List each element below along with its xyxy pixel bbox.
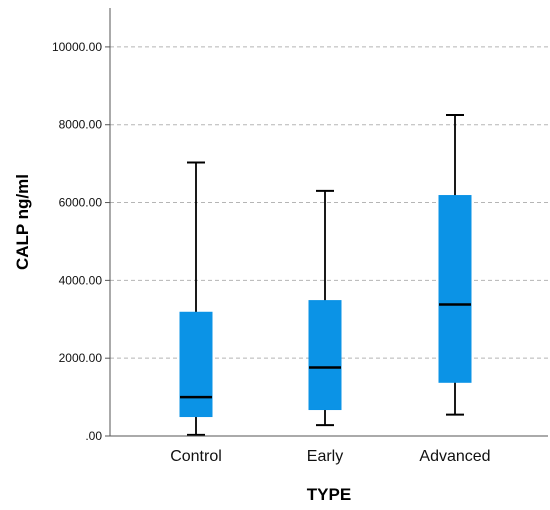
boxplot-series xyxy=(179,114,472,436)
iqr-box xyxy=(179,311,213,418)
y-tick-label: 4000.00 xyxy=(59,273,103,287)
y-tick-label: 6000.00 xyxy=(59,196,103,210)
y-tick-label: 8000.00 xyxy=(59,118,103,132)
x-tick-label: Early xyxy=(307,448,343,465)
iqr-box xyxy=(438,195,472,383)
gridlines xyxy=(110,46,548,359)
box-early xyxy=(308,189,342,427)
y-tick-label: 10000.00 xyxy=(52,40,102,54)
x-axis-ticks: Control Early Advanced xyxy=(170,448,490,465)
y-axis-title: CALP ng/ml xyxy=(13,174,32,270)
y-tick-label: 2000.00 xyxy=(59,351,103,365)
x-axis-title: TYPE xyxy=(307,485,351,504)
iqr-box xyxy=(308,300,342,411)
x-tick-label: Control xyxy=(170,448,222,465)
y-axis-ticks: .00 2000.00 4000.00 6000.00 8000.00 10000.00 xyxy=(52,40,110,443)
box-control xyxy=(179,161,213,436)
y-tick-label: .00 xyxy=(85,429,102,443)
x-tick-label: Advanced xyxy=(419,448,490,465)
box-advanced xyxy=(438,114,472,416)
